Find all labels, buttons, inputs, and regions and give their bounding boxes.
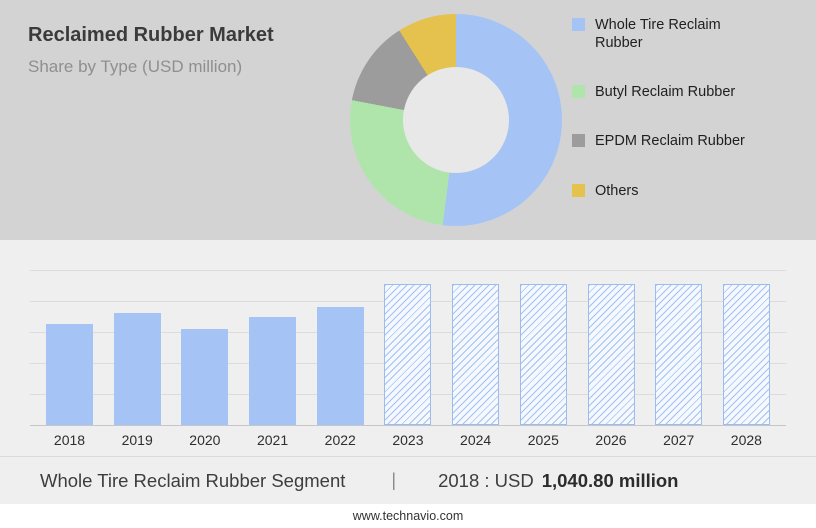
bar-2026-forecast: [587, 283, 635, 425]
legend-label: Butyl Reclaim Rubber: [595, 84, 736, 101]
segment-label: Whole Tire Reclaim Rubber Segment: [40, 469, 346, 491]
bar-2028-forecast: [722, 283, 770, 425]
legend-label: Others: [595, 182, 639, 199]
bars: [30, 270, 786, 425]
x-label-2020: 2020: [189, 432, 221, 448]
bar-2021: [249, 317, 297, 425]
legend-label: EPDM Reclaim Rubber: [595, 133, 745, 150]
bar-2024-forecast: [452, 283, 500, 425]
legend-item: Butyl Reclaim Rubber: [572, 83, 757, 101]
website-url: www.technavio.com: [352, 509, 464, 523]
page-title: Reclaimed Rubber Market: [28, 24, 274, 46]
legend-label: Whole Tire Reclaim Rubber: [595, 17, 721, 52]
stat-prefix: 2018 : USD: [438, 469, 534, 491]
page-subtitle: Share by Type (USD million): [28, 57, 243, 76]
caption-bar: Whole Tire Reclaim Rubber Segment | 2018…: [0, 456, 816, 504]
x-label-2022: 2022: [324, 432, 356, 448]
bar-2019: [113, 312, 161, 425]
donut-chart: [350, 14, 562, 226]
x-label-2025: 2025: [527, 432, 559, 448]
x-label-2021: 2021: [256, 432, 289, 448]
bar-2018: [46, 324, 93, 425]
legend-swatch: [572, 183, 585, 197]
bar-2020: [181, 329, 229, 425]
legend-swatch: [572, 85, 585, 99]
bar-chart: [30, 270, 786, 426]
x-label-2026: 2026: [595, 432, 627, 448]
caption-separator: |: [391, 470, 397, 490]
bar-2023-forecast: [384, 283, 432, 425]
x-label-2027: 2027: [663, 432, 695, 448]
donut-legend: Whole Tire Reclaim Rubber Butyl Reclaim R…: [572, 16, 757, 231]
legend-item: Whole Tire Reclaim Rubber: [572, 16, 757, 52]
legend-swatch: [572, 134, 585, 148]
legend-item: EPDM Reclaim Rubber: [572, 132, 757, 150]
x-label-2018: 2018: [53, 432, 86, 448]
x-label-2024: 2024: [460, 432, 492, 448]
bar-2025-forecast: [519, 283, 567, 425]
x-label-2019: 2019: [121, 432, 153, 448]
x-axis-labels: 2018 2019 2020 2021 2022 2023 2024 2025 2026 2027…: [30, 432, 786, 448]
title-block: Reclaimed Rubber Market Share by Type (U…: [28, 24, 328, 77]
stat-value: 1,040.80 million: [541, 469, 679, 491]
legend-swatch: [572, 18, 585, 31]
bar-2027-forecast: [655, 283, 703, 425]
legend-item: Others: [572, 182, 757, 200]
header-section: Reclaimed Rubber Market Share by Type (U…: [0, 0, 816, 240]
bar-2022: [316, 306, 364, 425]
footer-bar: www.technavio.com: [0, 504, 816, 528]
x-label-2023: 2023: [392, 432, 424, 448]
x-label-2028: 2028: [730, 432, 762, 448]
x-axis-line: [30, 425, 786, 426]
bar-chart-section: 2018 2019 2020 2021 2022 2023 2024 2025 2026 2027…: [0, 240, 816, 528]
